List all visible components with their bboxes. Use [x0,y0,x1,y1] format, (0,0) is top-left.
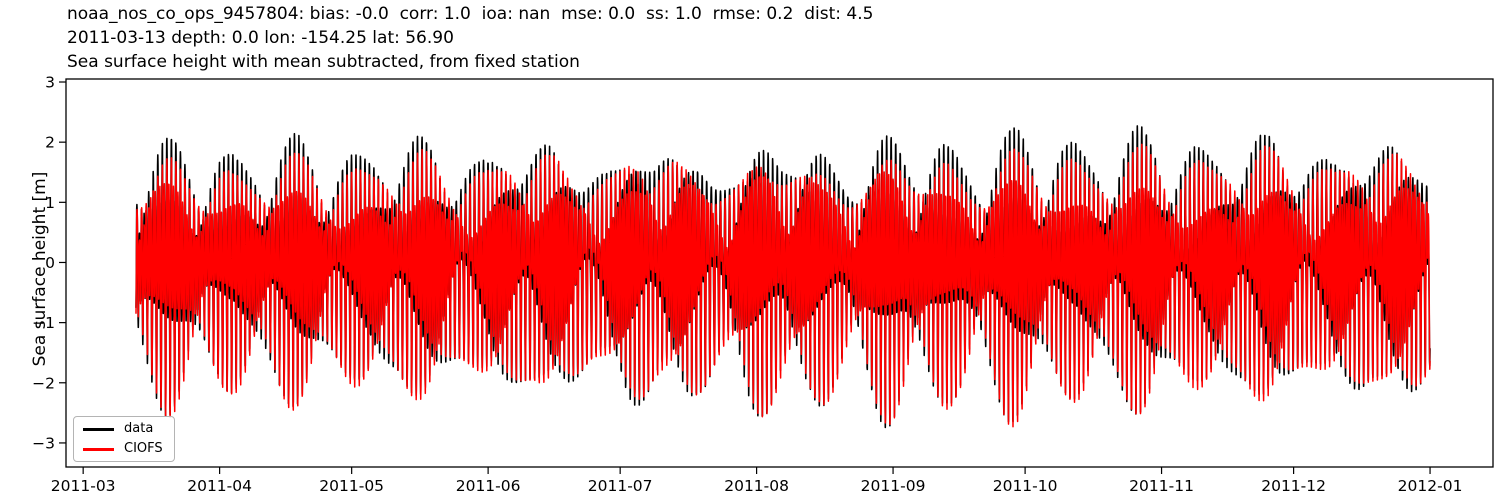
title-line-description: Sea surface height with mean subtracted,… [67,52,580,72]
series-path-ciofs [135,143,1431,428]
y-tick-label: −1 [32,314,55,332]
x-tick-label: 2012-01 [1398,477,1463,495]
legend-label-ciofs: CIOFS [124,441,163,456]
y-tick-label: 1 [45,194,55,212]
legend-line-sample-ciofs [83,447,114,451]
x-tick-label: 2011-07 [588,477,653,495]
plot-titles: noaa_nos_co_ops_9457804: bias: -0.0 corr… [67,2,873,74]
y-tick-label: −2 [32,374,55,392]
y-tick-label: 3 [45,74,55,92]
x-tick-label: 2011-11 [1129,477,1194,495]
legend-line-sample-data [83,427,114,431]
legend-label-data: data [124,421,154,436]
legend-entry-data: data [83,422,163,436]
x-tick-label: 2011-04 [187,477,252,495]
x-tick-label: 2011-03 [51,477,116,495]
x-tick-label: 2011-08 [724,477,789,495]
x-tick-label: 2011-09 [861,477,926,495]
title-line-station-meta: 2011-03-13 depth: 0.0 lon: -154.25 lat: … [67,28,454,48]
legend: data CIOFS [73,416,175,462]
x-tick-label: 2011-12 [1261,477,1326,495]
x-tick-label: 2011-05 [319,477,384,495]
axes-frame [65,78,1494,468]
y-tick-label: 2 [45,134,55,152]
y-tick-label: 0 [45,254,55,272]
y-tick-label: −3 [32,434,55,452]
title-line-stats: noaa_nos_co_ops_9457804: bias: -0.0 corr… [67,4,874,24]
legend-entry-ciofs: CIOFS [83,442,163,456]
x-tick-label: 2011-06 [456,477,521,495]
x-tick-label: 2011-10 [993,477,1058,495]
